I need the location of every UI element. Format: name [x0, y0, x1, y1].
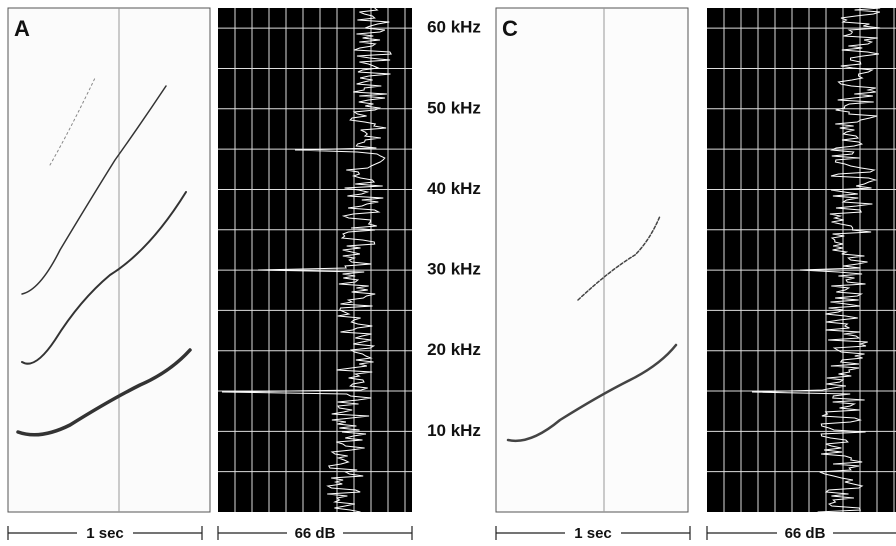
scale-label-bg: [77, 524, 133, 542]
scale-label: 66 dB: [785, 525, 826, 542]
scale-bars: [7, 526, 896, 540]
spectrogram-contours: [16, 77, 192, 437]
frequency-label: 50 kHz: [427, 98, 481, 117]
frequency-label: 60 kHz: [427, 18, 481, 37]
scale-label: 1 sec: [574, 525, 612, 542]
panel-label: A: [14, 16, 30, 41]
frequency-label: 40 kHz: [427, 179, 481, 198]
frequency-axis: 60 kHz 50 kHz 40 kHz 30 kHz 20 kHz 10 kHz: [427, 18, 481, 440]
scale-label-bg: [777, 524, 833, 542]
scale-label-bg: [287, 524, 343, 542]
spectrum-grid: [707, 8, 896, 512]
spectrogram-frame: [7, 7, 211, 513]
panel-label: C: [502, 16, 518, 41]
spectrogram-contours: [506, 215, 678, 443]
spectrum-trace: [751, 7, 881, 513]
scale-label: 1 sec: [86, 525, 124, 542]
spectrum-grid: [218, 8, 412, 512]
spectrum-frame: [707, 8, 896, 512]
spectrum-trace: [221, 7, 392, 513]
frequency-label: 30 kHz: [427, 260, 481, 279]
frequency-label: 10 kHz: [427, 421, 481, 440]
spectrum-frame: [218, 8, 412, 512]
spectrogram-frame: [495, 7, 689, 513]
frequency-label: 20 kHz: [427, 340, 481, 359]
scale-label: 66 dB: [295, 525, 336, 542]
scale-label-bg: [565, 524, 621, 542]
